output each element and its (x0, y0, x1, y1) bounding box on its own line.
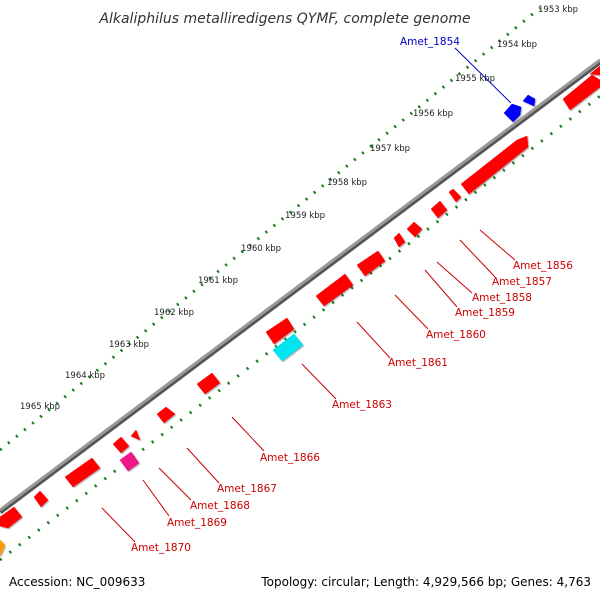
genome-summary-text: Topology: circular; Length: 4,929,566 bp… (260, 575, 591, 589)
gene-label-amet-1854[interactable]: Amet_1854 (400, 36, 460, 48)
kbp-tick-label: 1964 kbp (65, 371, 105, 381)
gene-features (0, 65, 600, 557)
leader-line (479, 229, 516, 261)
gene-feature-amet-1856[interactable] (460, 135, 529, 195)
leader-line (142, 479, 170, 517)
map-title: Alkaliphilus metalliredigens QYMF, compl… (98, 11, 470, 27)
gene-label-amet-1866[interactable]: Amet_1866 (260, 452, 320, 464)
genome-backbone (0, 58, 600, 512)
gene-label-amet-1868[interactable]: Amet_1868 (190, 500, 250, 512)
gene-feature[interactable] (156, 406, 176, 424)
leader-line (436, 261, 473, 294)
gene-feature[interactable] (0, 506, 23, 529)
gene-feature-amet-1860[interactable] (393, 232, 406, 248)
gene-label-amet-1860[interactable]: Amet_1860 (426, 329, 486, 341)
gene-label-amet-1861[interactable]: Amet_1861 (388, 357, 448, 369)
leader-line (231, 416, 265, 452)
kbp-tick-label: 1961 kbp (198, 276, 238, 286)
outer-tick-track (0, 6, 541, 452)
genome-backbone-shadow (0, 60, 600, 514)
gene-feature-amet-1861b[interactable] (315, 273, 354, 307)
leader-line (424, 269, 458, 308)
accession-text: Accession: NC_009633 (9, 575, 145, 589)
gene-label-amet-1858[interactable]: Amet_1858 (472, 292, 532, 304)
gene-feature[interactable] (130, 429, 141, 441)
leader-line (356, 321, 391, 359)
gene-label-amet-1856[interactable]: Amet_1856 (513, 260, 573, 272)
kbp-tick-label: 1954 kbp (497, 40, 537, 50)
gene-feature-amet-1858[interactable] (430, 200, 448, 219)
gene-label-amet-1859[interactable]: Amet_1859 (455, 307, 515, 319)
leader-line (394, 294, 429, 330)
inner-tick-track (0, 94, 600, 562)
kbp-tick-label: 1958 kbp (327, 178, 367, 188)
gene-feature[interactable] (562, 74, 600, 111)
gene-label-amet-1867[interactable]: Amet_1867 (217, 483, 277, 495)
gene-feature-amet-1857[interactable] (448, 188, 462, 203)
gene-labels: Amet_1854 Amet_1856 Amet_1857 Amet_1858 … (131, 36, 573, 554)
gene-label-amet-1869[interactable]: Amet_1869 (167, 517, 227, 529)
gene-feature[interactable] (196, 372, 221, 395)
gene-feature[interactable] (112, 436, 130, 454)
kbp-tick-label: 1956 kbp (413, 109, 453, 119)
kbp-tick-label: 1965 kbp (20, 402, 60, 412)
label-leader-lines (101, 47, 516, 543)
kbp-tick-label: 1963 kbp (109, 340, 149, 350)
kbp-tick-labels: 1953 kbp 1954 kbp 1955 kbp 1956 kbp 1957… (20, 5, 578, 412)
gene-feature[interactable] (265, 317, 295, 345)
gene-feature[interactable] (33, 490, 49, 508)
leader-line (301, 363, 337, 400)
leader-line (186, 447, 220, 484)
gene-feature[interactable] (64, 457, 101, 488)
kbp-tick-label: 1955 kbp (455, 74, 495, 84)
gene-label-amet-1857[interactable]: Amet_1857 (492, 276, 552, 288)
gene-feature-amet-1855[interactable] (522, 94, 536, 107)
gene-feature[interactable] (589, 65, 600, 76)
leader-line (459, 239, 496, 278)
gene-label-amet-1870[interactable]: Amet_1870 (131, 542, 191, 554)
gene-label-amet-1863[interactable]: Amet_1863 (332, 399, 392, 411)
gene-feature-amet-1861[interactable] (356, 250, 386, 277)
gene-feature-amet-1863[interactable] (272, 333, 304, 362)
kbp-tick-label: 1960 kbp (241, 244, 281, 254)
leader-line (454, 47, 512, 104)
leader-line (101, 507, 136, 543)
gene-feature-orange[interactable] (0, 539, 6, 557)
gene-feature-amet-1859[interactable] (406, 221, 423, 238)
gene-feature-amet-1869[interactable] (119, 451, 140, 472)
gene-feature-amet-1854[interactable] (503, 103, 522, 123)
kbp-tick-label: 1957 kbp (370, 144, 410, 154)
kbp-tick-label: 1962 kbp (154, 308, 194, 318)
kbp-tick-label: 1953 kbp (538, 5, 578, 15)
leader-line (158, 467, 192, 501)
kbp-tick-label: 1959 kbp (285, 211, 325, 221)
